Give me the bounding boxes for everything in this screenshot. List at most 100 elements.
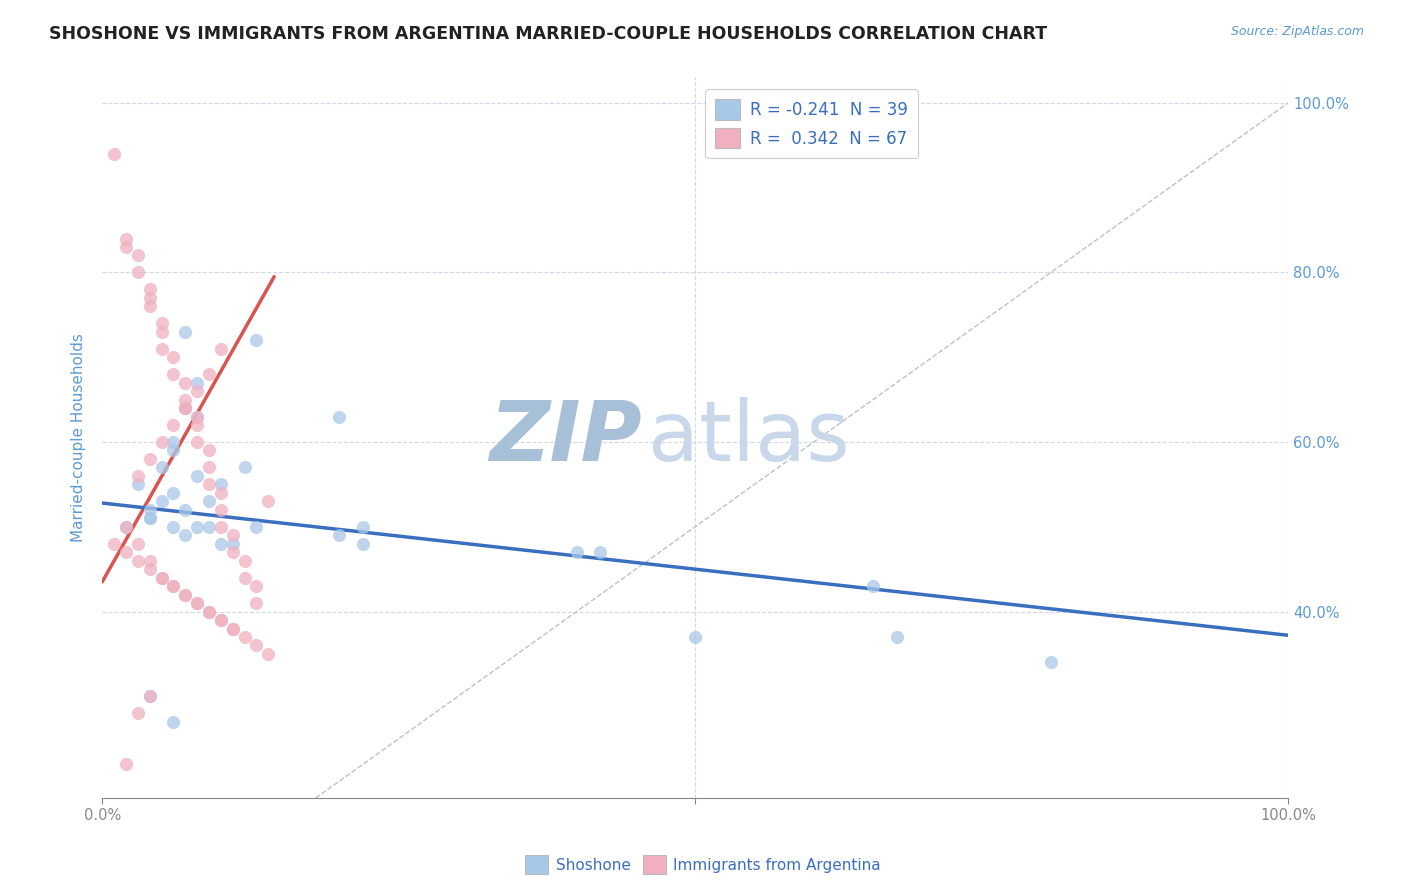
Point bbox=[127, 265, 149, 279]
Point bbox=[138, 511, 160, 525]
Point bbox=[103, 146, 125, 161]
Point bbox=[162, 520, 184, 534]
Point bbox=[115, 757, 138, 772]
Point bbox=[886, 630, 908, 644]
Point bbox=[186, 435, 208, 450]
Point bbox=[150, 316, 173, 330]
Point bbox=[198, 460, 221, 475]
Point bbox=[186, 596, 208, 610]
Point bbox=[209, 613, 232, 627]
Point bbox=[198, 605, 221, 619]
Point bbox=[127, 537, 149, 551]
Point bbox=[150, 325, 173, 339]
Point bbox=[257, 494, 280, 508]
Point bbox=[186, 384, 208, 398]
Point bbox=[221, 622, 243, 636]
Point bbox=[162, 417, 184, 432]
Point bbox=[352, 537, 374, 551]
Point bbox=[162, 714, 184, 729]
Point bbox=[162, 579, 184, 593]
Point bbox=[162, 579, 184, 593]
Point bbox=[683, 630, 706, 644]
Point bbox=[233, 571, 256, 585]
Point bbox=[245, 520, 267, 534]
Text: atlas: atlas bbox=[648, 397, 849, 478]
Point bbox=[565, 545, 588, 559]
Point bbox=[209, 503, 232, 517]
Point bbox=[150, 435, 173, 450]
Point bbox=[174, 401, 197, 415]
Point bbox=[127, 706, 149, 721]
Point bbox=[174, 588, 197, 602]
Point bbox=[221, 537, 243, 551]
Point bbox=[138, 554, 160, 568]
Point bbox=[209, 477, 232, 491]
Point bbox=[150, 571, 173, 585]
Point bbox=[198, 477, 221, 491]
Point bbox=[174, 401, 197, 415]
Point bbox=[174, 401, 197, 415]
Point bbox=[352, 520, 374, 534]
Text: ZIP: ZIP bbox=[489, 397, 641, 478]
Point bbox=[221, 528, 243, 542]
Point bbox=[209, 486, 232, 500]
Point bbox=[138, 299, 160, 313]
Point bbox=[103, 537, 125, 551]
Point bbox=[209, 342, 232, 356]
Point bbox=[174, 503, 197, 517]
Point bbox=[138, 282, 160, 296]
Point bbox=[162, 435, 184, 450]
Point bbox=[589, 545, 612, 559]
Point bbox=[174, 392, 197, 407]
Text: SHOSHONE VS IMMIGRANTS FROM ARGENTINA MARRIED-COUPLE HOUSEHOLDS CORRELATION CHAR: SHOSHONE VS IMMIGRANTS FROM ARGENTINA MA… bbox=[49, 25, 1047, 43]
Point bbox=[328, 409, 350, 424]
Point bbox=[162, 443, 184, 458]
Point bbox=[138, 452, 160, 467]
Point bbox=[245, 639, 267, 653]
Point bbox=[115, 240, 138, 254]
Point bbox=[138, 690, 160, 704]
Point bbox=[127, 477, 149, 491]
Point bbox=[209, 520, 232, 534]
Point bbox=[115, 520, 138, 534]
Point bbox=[186, 469, 208, 483]
Point bbox=[174, 588, 197, 602]
Point bbox=[186, 409, 208, 424]
Point bbox=[245, 596, 267, 610]
Point bbox=[328, 528, 350, 542]
Point bbox=[198, 605, 221, 619]
Point bbox=[138, 291, 160, 305]
Point bbox=[233, 554, 256, 568]
Legend: R = -0.241  N = 39, R =  0.342  N = 67: R = -0.241 N = 39, R = 0.342 N = 67 bbox=[706, 89, 918, 159]
Point bbox=[174, 325, 197, 339]
Point bbox=[127, 469, 149, 483]
Legend: Shoshone, Immigrants from Argentina: Shoshone, Immigrants from Argentina bbox=[519, 849, 887, 880]
Point bbox=[138, 511, 160, 525]
Text: Source: ZipAtlas.com: Source: ZipAtlas.com bbox=[1230, 25, 1364, 38]
Y-axis label: Married-couple Households: Married-couple Households bbox=[72, 334, 86, 542]
Point bbox=[862, 579, 884, 593]
Point bbox=[115, 231, 138, 245]
Point bbox=[174, 528, 197, 542]
Point bbox=[150, 494, 173, 508]
Point bbox=[198, 367, 221, 381]
Point bbox=[162, 486, 184, 500]
Point bbox=[115, 520, 138, 534]
Point bbox=[245, 333, 267, 347]
Point bbox=[209, 613, 232, 627]
Point bbox=[138, 503, 160, 517]
Point bbox=[162, 367, 184, 381]
Point bbox=[138, 562, 160, 576]
Point bbox=[138, 690, 160, 704]
Point bbox=[245, 579, 267, 593]
Point bbox=[150, 342, 173, 356]
Point bbox=[186, 409, 208, 424]
Point bbox=[150, 460, 173, 475]
Point bbox=[186, 376, 208, 390]
Point bbox=[127, 248, 149, 262]
Point bbox=[233, 630, 256, 644]
Point bbox=[162, 350, 184, 364]
Point bbox=[186, 520, 208, 534]
Point bbox=[221, 545, 243, 559]
Point bbox=[127, 554, 149, 568]
